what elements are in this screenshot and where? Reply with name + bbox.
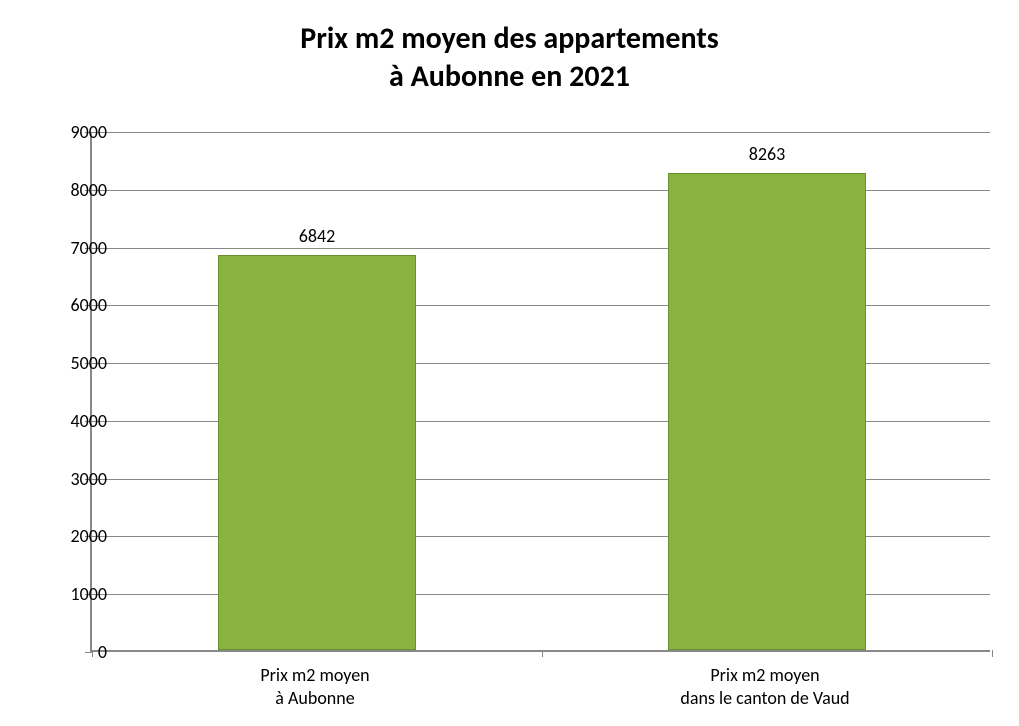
y-tick-label: 1000 [47,583,107,605]
y-tick-label: 4000 [47,410,107,432]
title-line-2: à Aubonne en 2021 [0,58,1019,96]
y-tick-label: 7000 [47,237,107,259]
bar-1 [668,173,866,650]
gridline [92,132,990,133]
plot-container: 68428263 Prix m2 moyenà AubonnePrix m2 m… [90,132,990,652]
chart-title: Prix m2 moyen des appartements à Aubonne… [0,0,1019,112]
x-axis-label-line2: dans le canton de Vaud [615,687,915,710]
x-axis-label: Prix m2 moyendans le canton de Vaud [615,664,915,709]
x-axis-label-line1: Prix m2 moyen [615,664,915,687]
bar-value-label: 6842 [299,225,336,247]
y-tick-label: 2000 [47,525,107,547]
title-line-1: Prix m2 moyen des appartements [0,20,1019,58]
y-tick-label: 6000 [47,294,107,316]
y-tick-label: 0 [47,641,107,663]
x-axis-label-line1: Prix m2 moyen [165,664,465,687]
bar-0 [218,255,416,650]
y-tick-label: 3000 [47,468,107,490]
x-axis-label: Prix m2 moyenà Aubonne [165,664,465,709]
x-tick-mark [542,650,543,657]
x-tick-mark [992,650,993,657]
bar-value-label: 8263 [749,143,786,165]
y-tick-label: 9000 [47,121,107,143]
y-tick-label: 5000 [47,352,107,374]
x-axis-label-line2: à Aubonne [165,687,465,710]
y-tick-label: 8000 [47,179,107,201]
plot-area: 6842 8263 [90,132,990,652]
